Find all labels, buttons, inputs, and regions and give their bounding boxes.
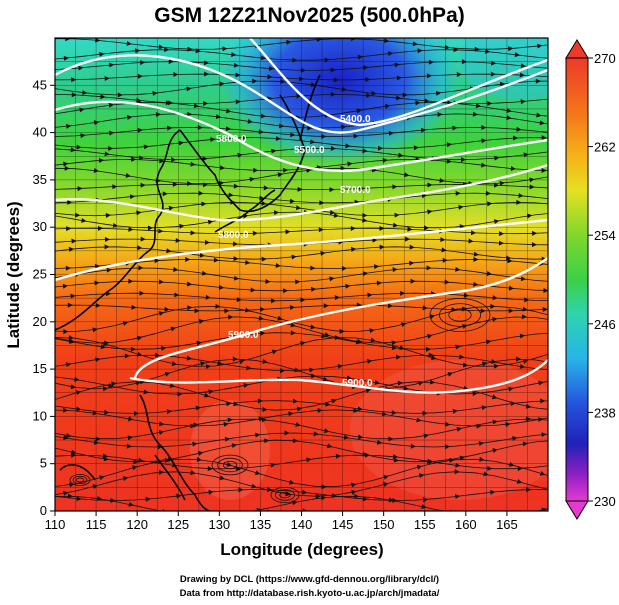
credit-drawing: Drawing by DCL (https://www.gfd-dennou.o…: [179, 574, 440, 585]
x-tick-label: 125: [167, 517, 189, 532]
contour-label: 5800.0: [218, 230, 249, 241]
y-tick-label: 15: [33, 361, 47, 376]
x-tick-label: 110: [45, 517, 66, 532]
coastlines: [55, 74, 321, 511]
colorbar-tick-label: 254: [594, 228, 616, 243]
colorbar-top-arrow: [565, 39, 589, 59]
contour-label: 5400.0: [340, 114, 371, 125]
x-tick-label: 130: [208, 517, 230, 532]
colorbar-scale: [565, 57, 589, 502]
lat-lon-grid: [55, 38, 548, 511]
y-tick-label: 45: [33, 77, 47, 92]
x-tick-label: 135: [250, 517, 272, 532]
y-axis-label: Latitude (degrees): [4, 201, 23, 348]
colorbar-tick-label: 230: [594, 494, 616, 509]
x-tick-label: 140: [291, 517, 313, 532]
colorbar-tick-label: 246: [594, 317, 616, 332]
colorbar-tick-label: 238: [594, 405, 616, 420]
x-tick-label: 115: [86, 517, 107, 532]
contour-label: 5900.0: [342, 378, 373, 389]
map-title: GSM 12Z21Nov2025 (500.0hPa): [154, 4, 465, 27]
colorbar-tick-label: 270: [594, 51, 616, 66]
x-tick-label: 150: [373, 517, 395, 532]
contour-label: 5800.0: [216, 134, 247, 145]
contour-label: 5700.0: [340, 185, 371, 196]
colorbar-tick-label: 262: [594, 140, 616, 155]
x-tick-label: 165: [496, 517, 518, 532]
y-axis-ticks: 0 5 10 15 20 25 30 35 40 45: [33, 77, 55, 518]
y-tick-label: 35: [33, 172, 47, 187]
contour-label: 5500.0: [294, 145, 325, 156]
x-axis-label: Longitude (degrees): [220, 540, 383, 559]
y-tick-label: 30: [33, 219, 47, 234]
contour-label: 5900.0: [228, 330, 259, 341]
y-tick-label: 40: [33, 125, 47, 140]
cold-pool: [220, 38, 460, 165]
credit-data: Data from http://database.rish.kyoto-u.a…: [179, 588, 440, 599]
y-tick-label: 25: [33, 267, 47, 282]
y-tick-label: 20: [33, 314, 47, 329]
x-tick-label: 160: [455, 517, 477, 532]
x-tick-label: 155: [414, 517, 436, 532]
y-tick-label: 10: [33, 408, 47, 423]
plot-area: 5400.0 5500.0 5700.0 5800.0 5900.0 5800.…: [55, 38, 548, 511]
y-tick-label: 5: [40, 456, 47, 471]
colorbar-bottom-arrow: [565, 500, 589, 520]
height-contours: [55, 38, 548, 394]
contour-labels: 5400.0 5500.0 5700.0 5800.0 5900.0 5800.…: [216, 114, 373, 389]
x-tick-label: 120: [126, 517, 148, 532]
x-tick-label: 145: [332, 517, 354, 532]
colorbar: 270 262 254 246 238 230: [565, 39, 616, 520]
x-axis-ticks: 110 115 120 125 130 135 140 145 150 155 160 165: [45, 511, 518, 532]
y-tick-label: 0: [40, 503, 47, 518]
